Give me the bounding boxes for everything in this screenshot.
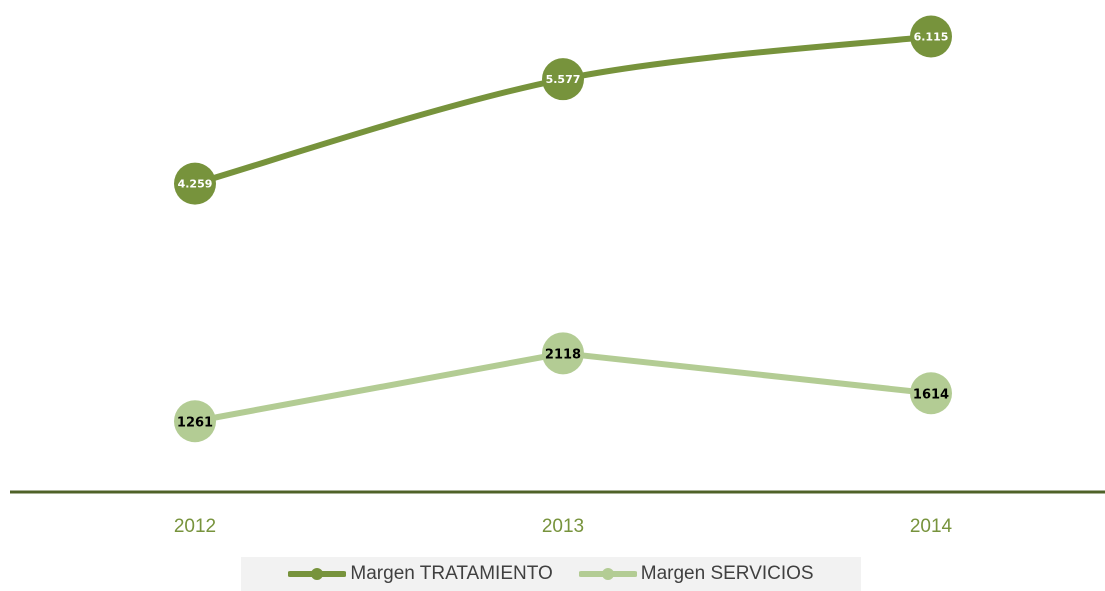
data-label-2014: 6.115 (914, 31, 949, 44)
x-tick-label-2012: 2012 (174, 516, 216, 537)
series-tratamiento: 4.259 5.577 6.115 (174, 15, 952, 205)
data-point-2012 (174, 162, 216, 205)
x-tick-label-2013: 2013 (542, 516, 584, 537)
legend-label-servicios: Margen SERVICIOS (640, 563, 814, 584)
series-servicios: 1261 2118 1614 (174, 332, 952, 443)
legend-item-tratamiento: Margen TRATAMIENTO (288, 563, 553, 585)
data-label-2014: 1614 (913, 387, 949, 402)
data-label-2013: 2118 (545, 347, 581, 362)
data-point-2014 (910, 372, 952, 415)
legend: Margen TRATAMIENTO Margen SERVICIOS (241, 557, 861, 591)
data-label-2012: 4.259 (178, 178, 213, 191)
data-label-2013: 5.577 (546, 73, 581, 86)
legend-label-tratamiento: Margen TRATAMIENTO (350, 563, 553, 584)
legend-swatch-tratamiento (288, 568, 347, 580)
data-label-2012: 1261 (177, 415, 213, 430)
data-point-2013 (542, 332, 584, 375)
legend-item-servicios: Margen SERVICIOS (578, 563, 814, 585)
series-layer: 4.259 5.577 6.115 1261 2118 1614 (174, 15, 952, 443)
legend-swatch-servicios (578, 568, 637, 580)
data-point-2013 (542, 58, 584, 101)
data-point-2014 (910, 15, 952, 58)
x-tick-labels: 2012 2013 2014 (174, 516, 953, 537)
x-tick-label-2014: 2014 (910, 516, 953, 537)
data-point-2012 (174, 400, 216, 443)
